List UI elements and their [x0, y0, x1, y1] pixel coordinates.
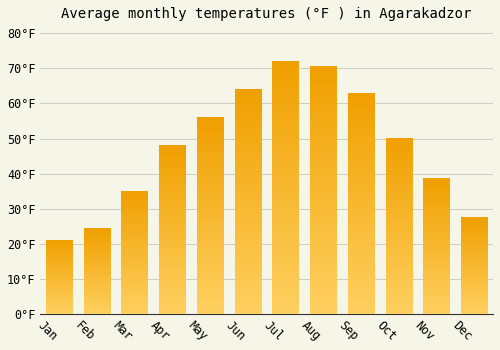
Bar	[386, 139, 412, 314]
Bar	[310, 66, 336, 314]
Bar	[272, 61, 299, 314]
Bar	[84, 228, 110, 314]
Bar	[159, 146, 186, 314]
Bar	[197, 118, 224, 314]
Bar	[348, 93, 374, 314]
Bar	[424, 179, 450, 314]
Bar	[461, 217, 487, 314]
Bar	[46, 240, 72, 314]
Bar	[122, 191, 148, 314]
Title: Average monthly temperatures (°F ) in Agarakadzor: Average monthly temperatures (°F ) in Ag…	[62, 7, 472, 21]
Bar	[234, 89, 261, 314]
